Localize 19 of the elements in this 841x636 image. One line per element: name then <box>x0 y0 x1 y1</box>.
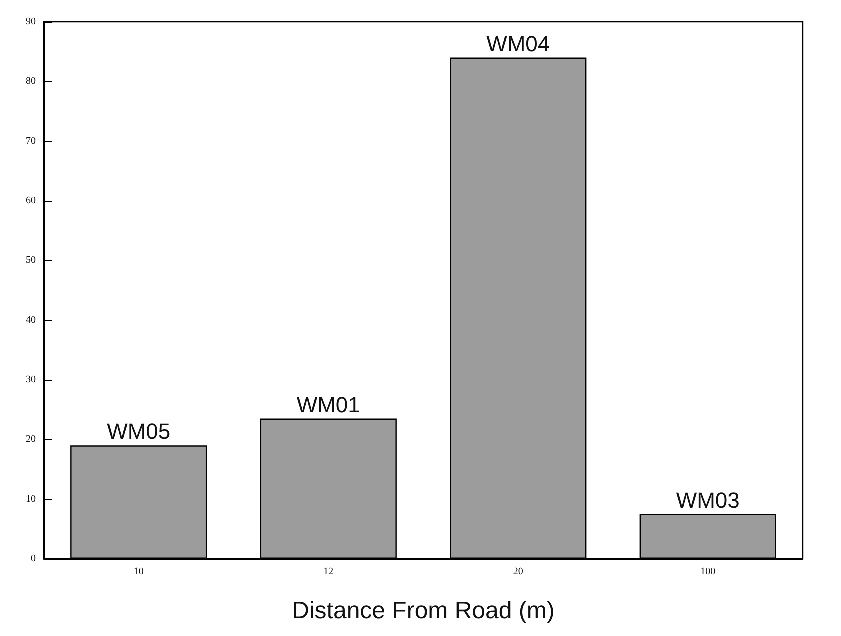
y-tick-label: 0 <box>31 554 36 564</box>
x-tick-label: 12 <box>324 566 334 578</box>
x-tick-label: 10 <box>134 566 144 578</box>
y-tick-label: 40 <box>26 314 36 326</box>
annotation: WM05 <box>107 419 171 444</box>
x-tick-label: 20 <box>513 566 524 578</box>
annotation: WM04 <box>486 31 550 56</box>
annotation: WM01 <box>296 392 360 418</box>
y-tick-label: 50 <box>26 255 36 266</box>
y-tick-label: 20 <box>26 434 36 446</box>
y-tick-label: 80 <box>26 76 36 88</box>
annotation: WM03 <box>676 488 740 513</box>
x-axis-title: Distance From Road (m) <box>292 598 555 624</box>
y-tick-label: 30 <box>26 374 36 386</box>
y-tick-label: 60 <box>26 196 36 206</box>
y-tick-label: 90 <box>26 16 36 28</box>
y-tick-label: 10 <box>26 494 36 505</box>
y-tick-label: 70 <box>26 136 36 147</box>
x-tick-label: 100 <box>700 566 716 578</box>
